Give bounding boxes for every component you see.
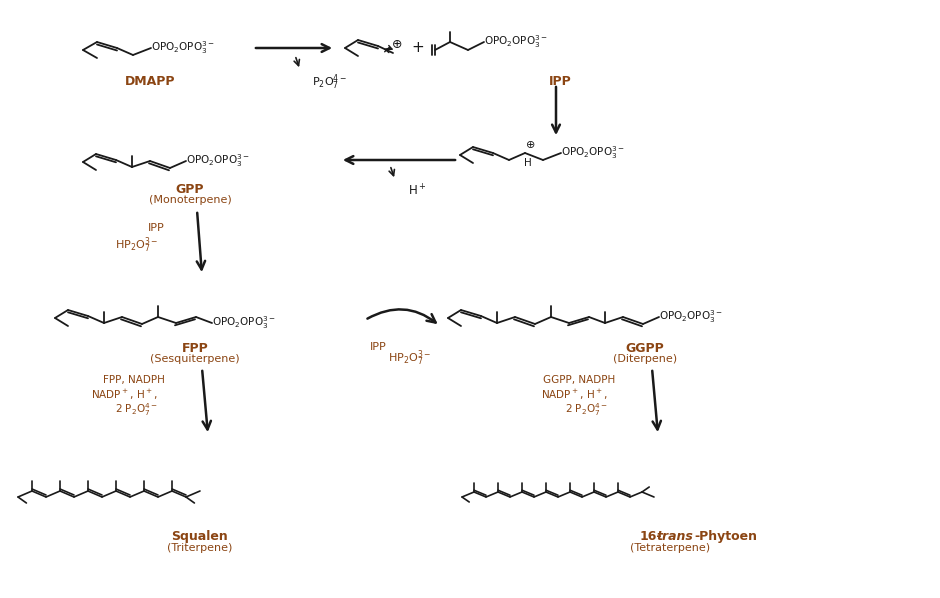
Text: IPP: IPP xyxy=(149,223,165,233)
Text: (Sesquiterpene): (Sesquiterpene) xyxy=(150,354,240,364)
FancyArrowPatch shape xyxy=(368,309,435,322)
Text: trans: trans xyxy=(656,530,693,543)
Text: (Triterpene): (Triterpene) xyxy=(167,543,233,553)
Text: OPO$_2$OPO$_3^{3-}$: OPO$_2$OPO$_3^{3-}$ xyxy=(212,315,275,331)
Text: $\oplus$: $\oplus$ xyxy=(525,139,535,150)
Text: FPP, NADPH: FPP, NADPH xyxy=(103,375,165,385)
FancyArrowPatch shape xyxy=(389,167,395,176)
Text: 2 P$_2$O$_7^{4-}$: 2 P$_2$O$_7^{4-}$ xyxy=(116,402,158,419)
FancyArrowPatch shape xyxy=(196,213,205,270)
Text: HP$_2$O$_7^{3-}$: HP$_2$O$_7^{3-}$ xyxy=(388,348,431,368)
Text: (Tetraterpene): (Tetraterpene) xyxy=(630,543,710,553)
Text: NADP$^+$, H$^+$,: NADP$^+$, H$^+$, xyxy=(91,388,158,402)
Text: OPO$_2$OPO$_3^{3-}$: OPO$_2$OPO$_3^{3-}$ xyxy=(151,39,214,56)
Text: IPP: IPP xyxy=(549,75,572,88)
Text: -Phytoen: -Phytoen xyxy=(694,530,757,543)
Text: GGPP, NADPH: GGPP, NADPH xyxy=(542,375,615,385)
Text: HP$_2$O$_7^{3-}$: HP$_2$O$_7^{3-}$ xyxy=(115,235,158,255)
Text: NADP$^+$, H$^+$,: NADP$^+$, H$^+$, xyxy=(541,388,608,402)
Text: H$^+$: H$^+$ xyxy=(408,183,427,199)
Text: 2 P$_2$O$_7^{4-}$: 2 P$_2$O$_7^{4-}$ xyxy=(565,402,608,419)
FancyArrowPatch shape xyxy=(202,371,211,429)
Text: Squalen: Squalen xyxy=(172,530,228,543)
FancyArrowPatch shape xyxy=(384,45,392,52)
Text: H: H xyxy=(525,158,532,168)
Text: GPP: GPP xyxy=(176,183,204,196)
Text: 16-: 16- xyxy=(640,530,663,543)
Text: OPO$_2$OPO$_3^{3-}$: OPO$_2$OPO$_3^{3-}$ xyxy=(561,145,625,161)
Text: DMAPP: DMAPP xyxy=(125,75,175,88)
FancyArrowPatch shape xyxy=(652,371,661,429)
Text: (Diterpene): (Diterpene) xyxy=(613,354,677,364)
Text: OPO$_2$OPO$_3^{3-}$: OPO$_2$OPO$_3^{3-}$ xyxy=(186,152,250,169)
Text: GGPP: GGPP xyxy=(626,342,665,355)
Text: (Monoterpene): (Monoterpene) xyxy=(149,195,231,205)
Text: OPO$_2$OPO$_3^{3-}$: OPO$_2$OPO$_3^{3-}$ xyxy=(659,309,723,325)
Text: OPO$_2$OPO$_3^{3-}$: OPO$_2$OPO$_3^{3-}$ xyxy=(484,33,548,50)
Text: FPP: FPP xyxy=(181,342,209,355)
Text: +: + xyxy=(412,41,424,56)
Text: P$_2$O$_7^{4-}$: P$_2$O$_7^{4-}$ xyxy=(312,72,347,91)
Text: IPP: IPP xyxy=(369,342,386,352)
FancyArrowPatch shape xyxy=(385,47,390,53)
FancyArrowPatch shape xyxy=(294,57,300,66)
Text: $\oplus$: $\oplus$ xyxy=(391,38,402,50)
